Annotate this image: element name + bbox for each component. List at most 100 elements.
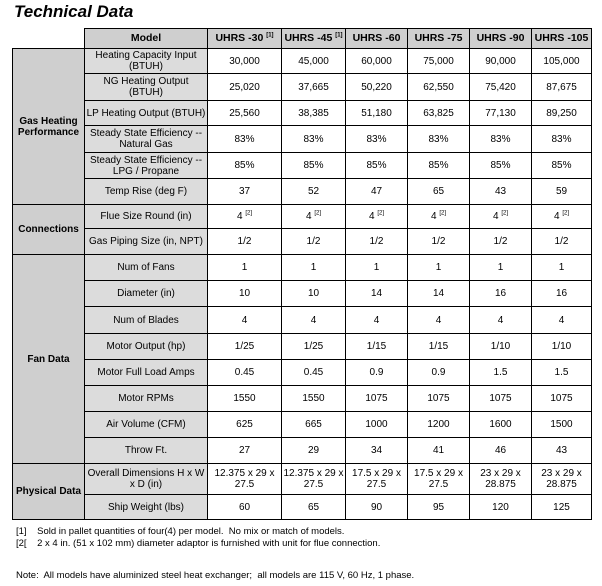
- parameter-label: Motor Full Load Amps: [84, 359, 208, 386]
- table-row: Air Volume (CFM) 625 665 1000 1200 1600 1500: [13, 411, 592, 438]
- value-cell: 83%: [345, 125, 408, 153]
- value-cell: 1/15: [407, 333, 470, 360]
- value-cell: 83%: [407, 125, 470, 153]
- value-cell: 1/15: [345, 333, 408, 360]
- value-cell: 4: [207, 306, 282, 334]
- value-cell: 4 [2]: [345, 204, 408, 229]
- value-cell: 30,000: [207, 48, 282, 74]
- table-row: Diameter (in) 10 10 14 14 16 16: [13, 280, 592, 307]
- footnote-ref: [2]: [501, 210, 508, 217]
- value-cell: 1550: [281, 385, 346, 412]
- value-cell: 17.5 x 29 x 27.5: [407, 463, 470, 495]
- table-row: Num of Blades 4 4 4 4 4 4: [13, 306, 592, 334]
- value-cell: 1500: [531, 411, 592, 438]
- parameter-label: Steady State Efficiency -- Natural Gas: [84, 125, 208, 153]
- value-cell: 37,665: [281, 73, 346, 101]
- table-row: Gas Piping Size (in, NPT) 1/2 1/2 1/2 1/2 1/2…: [13, 228, 592, 255]
- group-label: Gas Heating Performance: [12, 48, 85, 205]
- footnote-ref: [2]: [245, 210, 252, 217]
- table-row: NG Heating Output (BTUH) 25,020 37,665 50,2…: [13, 73, 592, 101]
- value-cell: 665: [281, 411, 346, 438]
- value-cell: 41: [407, 437, 470, 464]
- technical-data-table: Model UHRS -30 [1] UHRS -45 [1] UHRS -60 UHR…: [12, 28, 592, 520]
- parameter-label: Gas Piping Size (in, NPT): [84, 228, 208, 255]
- value-cell: 52: [281, 178, 346, 205]
- value-cell: 45,000: [281, 48, 346, 74]
- value-cell: 23 x 29 x 28.875: [469, 463, 532, 495]
- model-column-header: UHRS -75: [407, 28, 470, 49]
- value-cell: 46: [469, 437, 532, 464]
- value-cell: 1000: [345, 411, 408, 438]
- value-cell: 38,385: [281, 100, 346, 126]
- value-cell: 4 [2]: [469, 204, 532, 229]
- value-cell: 89,250: [531, 100, 592, 126]
- table-row: Motor Full Load Amps 0.45 0.45 0.9 0.9 1.5 1.5: [13, 359, 592, 386]
- value-cell: 125: [531, 494, 592, 520]
- value-cell: 1550: [207, 385, 282, 412]
- parameter-label: Motor RPMs: [84, 385, 208, 412]
- value-cell: 0.45: [207, 359, 282, 386]
- value-cell: 75,000: [407, 48, 470, 74]
- value-cell: 1: [531, 254, 592, 281]
- value-cell: 16: [469, 280, 532, 307]
- value-cell: 1600: [469, 411, 532, 438]
- table-row: Connections Flue Size Round (in) 4 [2] 4 [2…: [12, 204, 592, 255]
- value-cell: 83%: [531, 125, 592, 153]
- value-cell: 625: [207, 411, 282, 438]
- value-cell: 65: [407, 178, 470, 205]
- value-cell: 4: [281, 306, 346, 334]
- parameter-label: Steady State Efficiency -- LPG / Propane: [84, 152, 208, 179]
- parameter-label: Num of Blades: [84, 306, 208, 334]
- value-cell: 59: [531, 178, 592, 205]
- table-row: Temp Rise (deg F) 37 52 47 65 43 59: [13, 178, 592, 205]
- page-title: Technical Data: [14, 2, 134, 21]
- value-cell: 63,825: [407, 100, 470, 126]
- value-cell: 1/2: [531, 228, 592, 255]
- value-cell: 105,000: [531, 48, 592, 74]
- value-cell: 1075: [345, 385, 408, 412]
- value-cell: 85%: [469, 152, 532, 179]
- table-row: Gas Heating Performance Heating Capacity …: [12, 48, 592, 205]
- value-cell: 4: [531, 306, 592, 334]
- value-cell: 4 [2]: [407, 204, 470, 229]
- group-label: Physical Data: [12, 463, 85, 520]
- model-column-header: UHRS -30 [1]: [207, 28, 282, 49]
- value-cell: 1075: [469, 385, 532, 412]
- model-column-header: UHRS -90: [469, 28, 532, 49]
- value-cell: 1: [207, 254, 282, 281]
- value-cell: 1/25: [207, 333, 282, 360]
- value-cell: 14: [345, 280, 408, 307]
- table-row: LP Heating Output (BTUH) 25,560 38,385 51,1…: [13, 100, 592, 126]
- value-cell: 1: [469, 254, 532, 281]
- value-cell: 4: [407, 306, 470, 334]
- parameter-label: NG Heating Output (BTUH): [84, 73, 208, 101]
- value-cell: 51,180: [345, 100, 408, 126]
- parameter-label: Throw Ft.: [84, 437, 208, 464]
- value-cell: 60: [207, 494, 282, 520]
- parameter-label: Num of Fans: [84, 254, 208, 281]
- value-cell: 1075: [531, 385, 592, 412]
- value-cell: 83%: [207, 125, 282, 153]
- footnote-ref: [2]: [562, 210, 569, 217]
- table-row: Motor RPMs 1550 1550 1075 1075 1075 1075: [13, 385, 592, 412]
- model-column-header: UHRS -60: [345, 28, 408, 49]
- parameter-label: Ship Weight (lbs): [84, 494, 208, 520]
- value-cell: 75,420: [469, 73, 532, 101]
- value-cell: 10: [281, 280, 346, 307]
- parameter-label: Diameter (in): [84, 280, 208, 307]
- value-cell: 25,020: [207, 73, 282, 101]
- value-cell: 1/2: [345, 228, 408, 255]
- group-label: Fan Data: [12, 254, 85, 464]
- value-cell: 90: [345, 494, 408, 520]
- value-cell: 1/2: [407, 228, 470, 255]
- table-row: Steady State Efficiency -- Natural Gas 83…: [13, 125, 592, 153]
- value-cell: 1200: [407, 411, 470, 438]
- value-cell: 62,550: [407, 73, 470, 101]
- parameter-label: Overall Dimensions H x W x D (in): [84, 463, 208, 495]
- footnote-1: [1] Sold in pallet quantities of four(4)…: [16, 526, 345, 537]
- value-cell: 1/10: [469, 333, 532, 360]
- value-cell: 1/2: [469, 228, 532, 255]
- value-cell: 4: [469, 306, 532, 334]
- value-cell: 95: [407, 494, 470, 520]
- value-cell: 10: [207, 280, 282, 307]
